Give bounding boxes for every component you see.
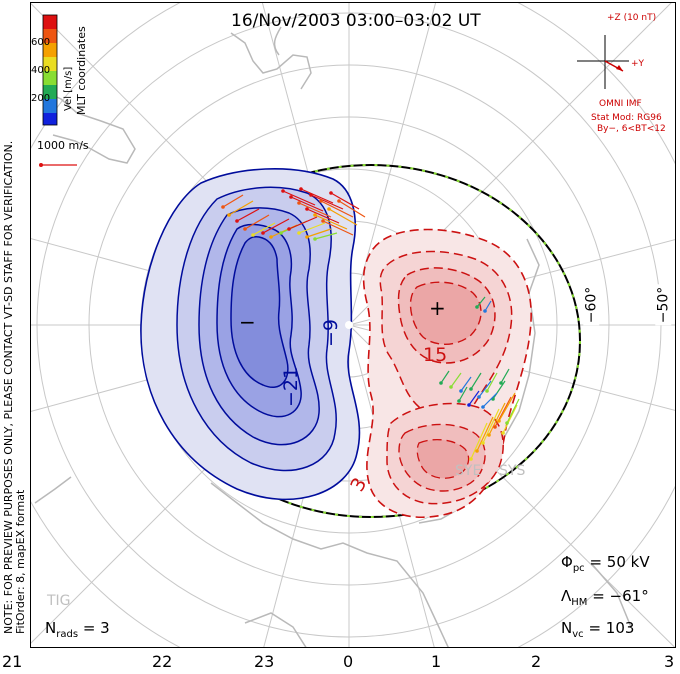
imf-by-label: +Y bbox=[631, 59, 645, 69]
contour-label-neg-b: −21 bbox=[280, 367, 302, 407]
mlt-label-21: 21 bbox=[2, 652, 23, 671]
contour-label-neg-a: −9 bbox=[320, 319, 342, 347]
mlt-label-0: 0 bbox=[343, 652, 354, 671]
velocity-scale-label: 1000 m/s bbox=[37, 139, 89, 152]
velocity-scale-arrow bbox=[39, 163, 77, 167]
pole-marker bbox=[345, 321, 353, 329]
map-title: 16/Nov/2003 03:00–03:02 UT bbox=[231, 11, 481, 31]
velocity-vectors bbox=[221, 187, 520, 461]
colorbar-tick-600: 600 bbox=[31, 37, 51, 48]
mlt-label-23: 23 bbox=[254, 652, 275, 671]
potential-min-marker: − bbox=[239, 310, 256, 334]
phi-pc-stat: Φpc = 50 kV bbox=[561, 553, 650, 574]
imf-source-label: OMNI IMF bbox=[599, 99, 642, 109]
mlt-label-22: 22 bbox=[152, 652, 173, 671]
station-label-tig: TIG bbox=[46, 593, 71, 609]
negative-potential-cell bbox=[140, 168, 361, 501]
colorbar-tick-200: 200 bbox=[31, 93, 51, 104]
lambda-hm-stat: ΛHM = −61° bbox=[561, 587, 649, 608]
latitude-label-60: −60° bbox=[583, 284, 600, 326]
mlt-label-2: 2 bbox=[531, 652, 542, 671]
imf-dial bbox=[577, 35, 629, 89]
station-label-sye: SYE bbox=[455, 463, 481, 479]
potential-max-marker: + bbox=[429, 296, 446, 320]
station-label-sys: SYS bbox=[499, 463, 525, 479]
latitude-label-50: −50° bbox=[655, 284, 672, 326]
coastlines bbox=[34, 26, 632, 647]
convection-map: −9 −21 15 3 − + SYE SYS TIG bbox=[31, 3, 675, 647]
stat-model-conditions: By−, 6<BT<12 bbox=[597, 124, 666, 134]
velocity-colorbar bbox=[42, 14, 58, 126]
fit-order-note: FitOrder: 8, mapEX format bbox=[14, 489, 27, 634]
colorbar-unit-label: Vel [m/s] bbox=[63, 66, 74, 111]
mlt-label-3: 3 bbox=[664, 652, 675, 671]
contour-label-pos-a: 15 bbox=[423, 344, 447, 366]
n-rads-stat: Nrads = 3 bbox=[45, 619, 110, 640]
mlt-label-1: 1 bbox=[431, 652, 442, 671]
n-vc-stat: Nvc = 103 bbox=[561, 619, 635, 640]
map-frame: −9 −21 15 3 − + SYE SYS TIG 16/Nov/2003 … bbox=[30, 2, 676, 648]
imf-bz-label: +Z (10 nT) bbox=[607, 13, 657, 23]
colorbar-tick-400: 400 bbox=[31, 65, 51, 76]
coordinates-label: MLT coordinates bbox=[75, 26, 88, 115]
stat-model-label: Stat Mod: RG96 bbox=[591, 113, 662, 123]
